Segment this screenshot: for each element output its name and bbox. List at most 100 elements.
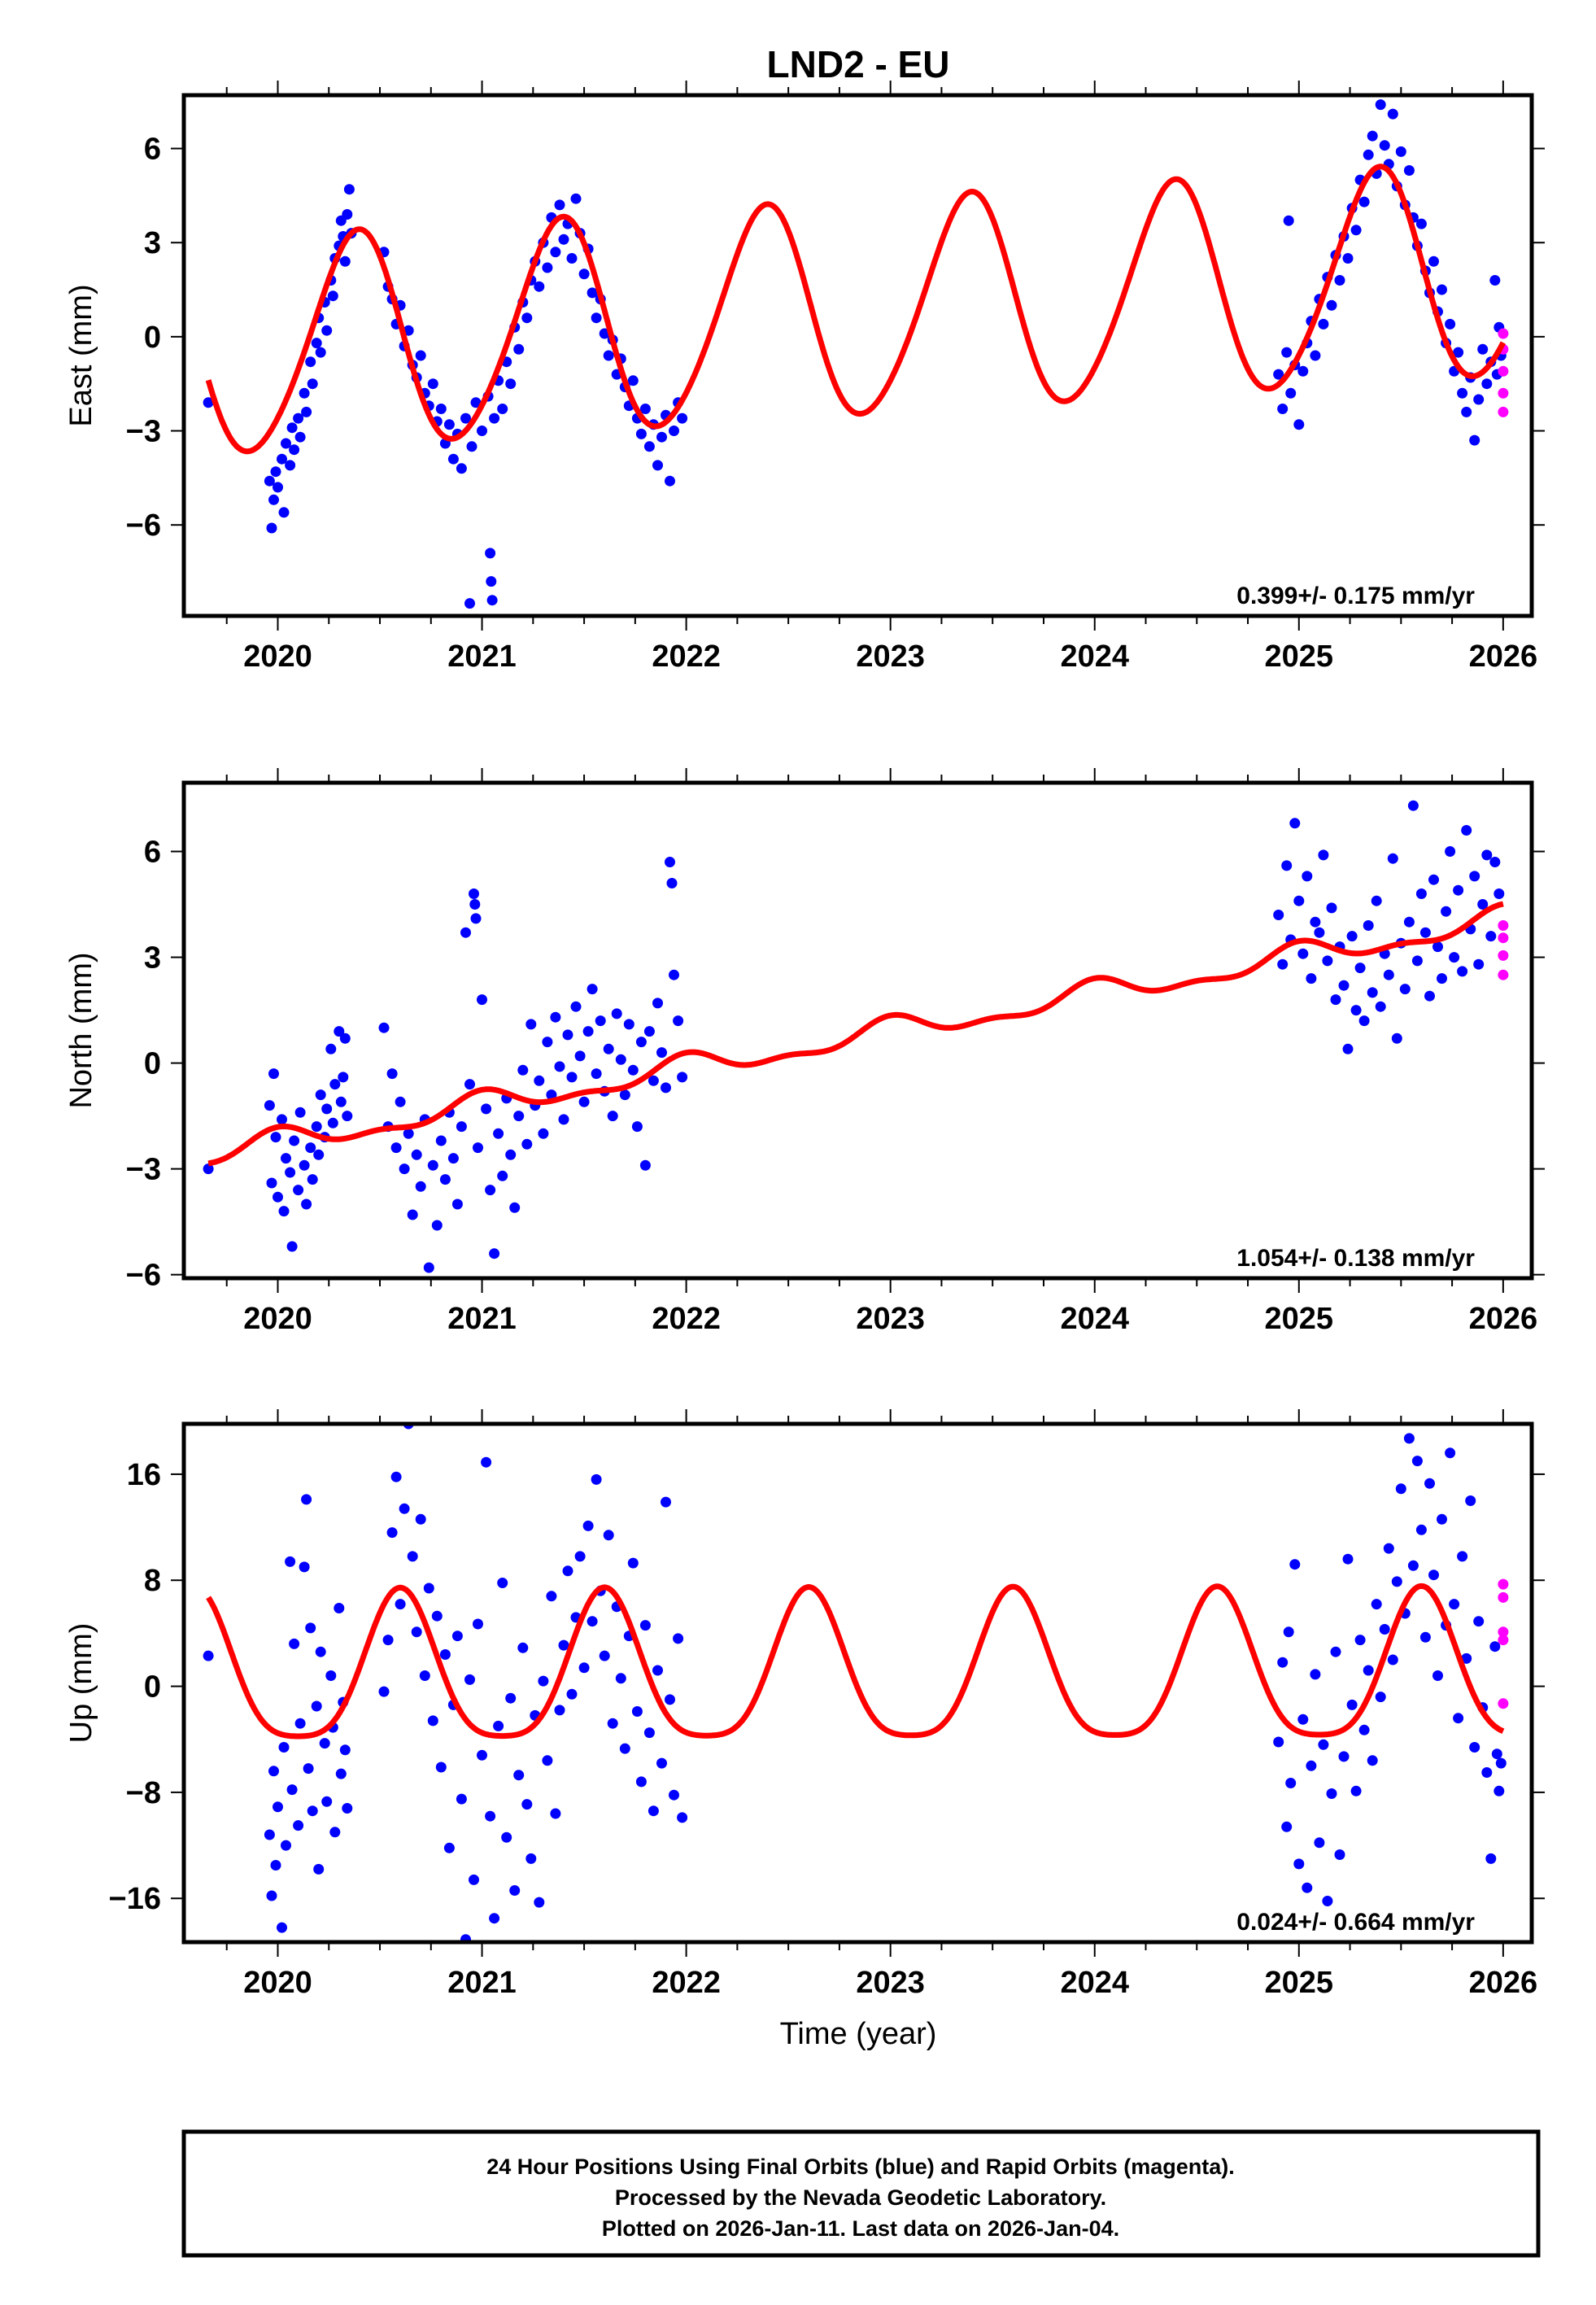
final-orbit-point [268,494,279,505]
final-orbit-point [427,1715,438,1727]
final-orbit-point [652,460,663,471]
final-orbit-point [538,1675,549,1687]
y-tick-label: 0 [144,321,161,355]
final-orbit-point [1457,387,1468,399]
final-orbit-point [1432,1670,1443,1681]
final-orbit-point [1383,1543,1394,1554]
final-orbit-point [1453,1713,1464,1724]
final-orbit-point [301,1494,312,1505]
final-orbit-point [203,1650,214,1661]
final-orbit-point [1473,1616,1485,1627]
x-tick-label: 2022 [652,640,721,674]
final-orbit-point [378,1022,390,1033]
final-orbit-point [521,312,533,324]
x-tick-label: 2022 [652,1302,721,1336]
final-orbit-point [542,1037,553,1048]
y-tick-label: 0 [144,1047,161,1081]
final-orbit-point [1318,1739,1329,1750]
final-orbit-point [1326,299,1337,311]
final-orbit-point [273,482,283,493]
final-orbit-point [1326,1788,1337,1799]
final-orbit-point [303,1763,314,1775]
final-orbit-point [1403,165,1415,176]
final-orbit-point [443,1842,455,1853]
final-orbit-point [286,1241,298,1252]
final-orbit-point [415,1513,426,1525]
plot-frame [181,93,1534,618]
final-orbit-point [311,338,322,349]
footer-line-2: Processed by the Nevada Geodetic Laborat… [615,2185,1106,2210]
final-orbit-point [399,1503,410,1514]
final-orbit-point [386,1068,398,1080]
final-orbit-point [1363,1665,1374,1676]
final-orbit-point [439,1649,451,1660]
final-orbit-point [534,281,545,292]
final-orbit-point [1424,990,1435,1002]
final-orbit-point [627,1557,639,1569]
final-orbit-point [286,1784,298,1796]
plot-frame [181,780,1534,1281]
x-tick-label: 2021 [447,1302,517,1336]
final-orbit-point [566,253,578,264]
y-axis-label: East (mm) [64,284,98,426]
final-orbit-point [1407,800,1419,811]
final-orbit-point [264,475,275,487]
final-orbit-point [595,1015,606,1027]
final-orbit-point [423,1262,434,1273]
final-orbit-point [656,431,667,443]
final-orbit-point [1395,146,1406,157]
final-orbit-point [1358,196,1370,207]
final-orbit-point [456,1793,467,1805]
final-orbit-point [289,444,300,456]
final-orbit-point [1289,818,1301,829]
panels: 2020 2021 2022 2023 2024 2025 2026 −6 −3 0 3 6 East … [64,81,1545,2000]
final-orbit-point [481,1103,492,1115]
final-orbit-point [493,1128,504,1139]
final-orbit-point [1293,419,1305,430]
final-orbit-point [294,1107,306,1118]
final-orbit-point [615,1673,626,1684]
final-orbit-point [1473,394,1485,405]
final-orbit-point [423,1583,434,1594]
final-orbit-point [669,1789,679,1801]
final-orbit-point [1395,1483,1406,1495]
final-orbit-point [546,1591,557,1602]
final-orbit-point [266,1177,277,1189]
final-orbit-point [1424,1478,1435,1489]
final-orbit-point [278,1742,290,1753]
final-orbit-point [648,1805,659,1817]
final-orbit-point [277,1922,287,1933]
final-orbit-point [517,1064,529,1076]
final-orbit-point [521,1799,533,1810]
y-tick-label: −6 [126,1259,161,1293]
final-orbit-point [648,1075,659,1086]
final-orbit-point [1465,1495,1476,1506]
final-orbit-point [1485,931,1497,942]
x-tick-label: 2021 [447,1966,517,2000]
final-orbit-point [329,1079,341,1090]
final-orbit-point [343,184,355,195]
final-orbit-point [395,1599,406,1610]
panel-east: 2020 2021 2022 2023 2024 2025 2026 −6 −3 0 3 6 East … [64,81,1545,674]
final-orbit-point [395,1096,406,1107]
final-orbit-point [489,1913,500,1924]
final-orbit-point [591,312,602,324]
final-orbit-point [451,1631,463,1642]
final-orbit-point [1469,1742,1480,1753]
final-orbit-point [327,1117,338,1128]
final-orbit-point [431,1610,443,1622]
y-axis-label: North (mm) [64,952,98,1108]
velocity-label: 0.024+/- 0.664 mm/yr [1236,1909,1475,1936]
final-orbit-point [643,1727,655,1739]
final-orbit-point [481,1456,492,1468]
final-orbit-point [1415,888,1427,899]
x-tick-label: 2026 [1469,1302,1538,1336]
final-orbit-point [378,1686,390,1697]
rapid-orbit-point [1498,969,1509,980]
rapid-orbit-point [1498,1626,1509,1638]
final-orbit-point [1445,318,1456,330]
velocity-label: 0.399+/- 0.175 mm/yr [1236,583,1475,609]
final-orbit-point [435,1135,447,1146]
final-orbit-point [419,1670,430,1681]
final-orbit-point [587,287,598,299]
